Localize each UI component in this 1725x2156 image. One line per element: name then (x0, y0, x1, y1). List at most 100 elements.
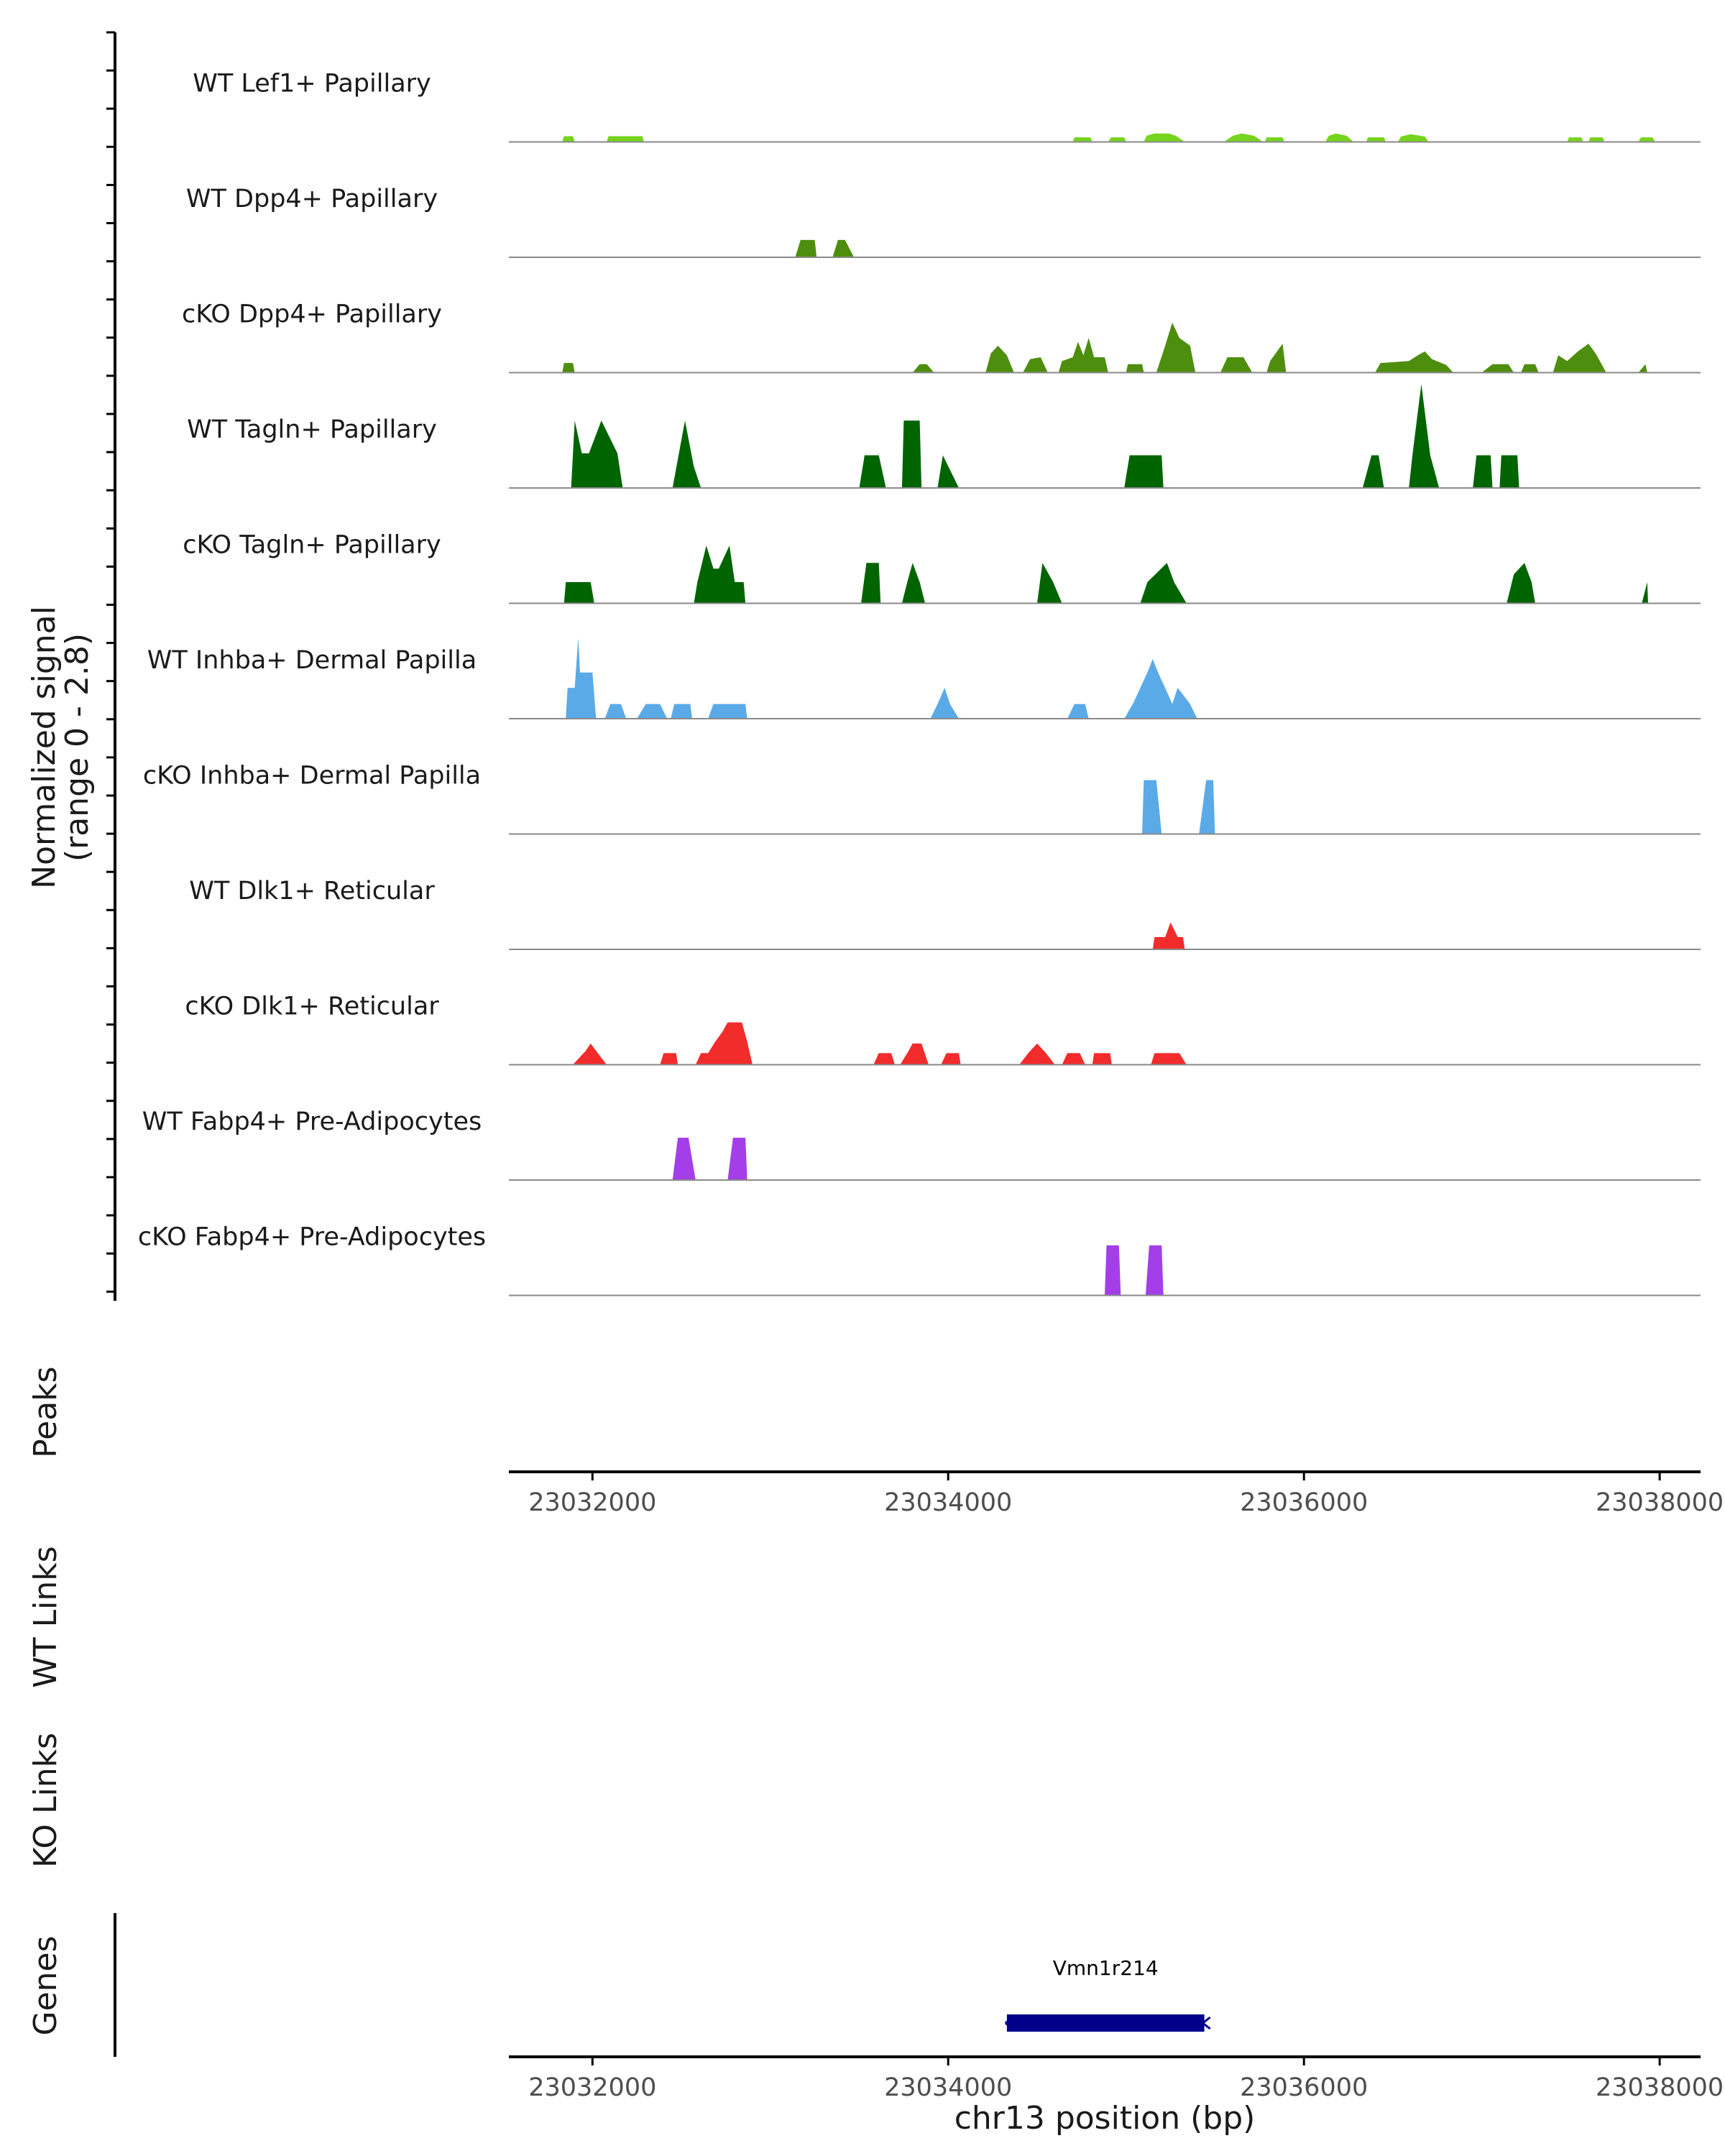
coverage-peak (571, 420, 623, 488)
coverage-peak (566, 637, 597, 719)
coverage-peak (671, 704, 692, 719)
coverage-peak (637, 704, 668, 719)
coverage-peak (1375, 351, 1453, 373)
coverage-peak (1145, 1245, 1164, 1296)
peaks-x-tick-label: 23034000 (884, 1488, 1012, 1517)
coverage-peak (1266, 344, 1287, 373)
track-label: cKO Dpp4+ Papillary (182, 300, 442, 329)
coverage-track: WT Lef1+ Papillary (193, 70, 1701, 143)
coverage-peak (1062, 1053, 1085, 1065)
genes-x-tick-label: 23034000 (884, 2073, 1012, 2102)
coverage-peak (672, 1138, 696, 1180)
coverage-peak (562, 363, 575, 373)
coverage-peak (564, 582, 594, 604)
coverage-peak (873, 1053, 895, 1065)
coverage-peak (1567, 137, 1583, 142)
coverage-peak (672, 420, 702, 488)
coverage-peak (1151, 1053, 1187, 1065)
coverage-peak (1366, 137, 1386, 142)
coverage-peak (859, 455, 886, 488)
coverage-peak (1140, 563, 1187, 604)
coverage-peak (1124, 659, 1197, 719)
x-axis-title: chr13 position (bp) (954, 2100, 1256, 2137)
track-label: WT Tagln+ Papillary (187, 415, 437, 444)
track-label: WT Lef1+ Papillary (193, 70, 431, 98)
coverage-peak (985, 346, 1014, 373)
gene-body (1006, 2014, 1205, 2032)
coverage-peak (1023, 357, 1048, 373)
coverage-peak (1638, 137, 1655, 142)
coverage-track: cKO Dlk1+ Reticular (185, 992, 1701, 1066)
coverage-peak (660, 1053, 678, 1065)
coverage-track: WT Tagln+ Papillary (187, 384, 1701, 489)
coverage-peak (901, 420, 922, 488)
coverage-peak (1037, 563, 1062, 604)
coverage-peak (1092, 1053, 1112, 1065)
coverage-peak (1072, 137, 1092, 142)
track-label: cKO Fabp4+ Pre-Adipocytes (138, 1223, 486, 1252)
coverage-track: cKO Inhba+ Dermal Papilla (143, 762, 1701, 835)
track-label: WT Dpp4+ Papillary (186, 185, 438, 213)
peaks-x-tick-label: 23038000 (1596, 1488, 1724, 1517)
coverage-peak (1506, 563, 1535, 604)
coverage-peak (1156, 322, 1196, 373)
gene-strand-arrow (1004, 2016, 1013, 2030)
coverage-peak (1638, 364, 1647, 373)
coverage-peak (1325, 133, 1354, 142)
ko-links-panel-label: KO Links (27, 1733, 64, 1868)
coverage-peak (900, 1044, 929, 1065)
coverage-peak (1398, 134, 1429, 142)
coverage-peak (1142, 780, 1162, 834)
coverage-peak (708, 704, 748, 719)
coverage-peak (1152, 922, 1185, 949)
y-axis-title-line1: Normalized signal (26, 606, 63, 889)
track-label: WT Inhba+ Dermal Papilla (147, 646, 477, 675)
coverage-peak (562, 136, 575, 142)
gene-annotations: Vmn1r214 (1004, 1956, 1211, 2032)
coverage-peak (1499, 455, 1519, 488)
peaks-x-tick-label: 23032000 (528, 1488, 656, 1517)
coverage-peak (1019, 1044, 1055, 1065)
coverage-peak (1058, 338, 1108, 373)
coverage-track: WT Dlk1+ Reticular (189, 877, 1701, 950)
coverage-peak (1105, 1245, 1121, 1296)
coverage-peak (1108, 137, 1126, 142)
coverage-track: WT Fabp4+ Pre-Adipocytes (142, 1107, 1701, 1181)
peaks-x-tick-label: 23036000 (1240, 1488, 1368, 1517)
coverage-peak (1362, 455, 1384, 488)
coverage-peak (941, 1053, 961, 1065)
coverage-peak (930, 688, 960, 719)
coverage-track: WT Dpp4+ Papillary (186, 185, 1701, 258)
coverage-peak (1473, 455, 1493, 488)
coverage-peak (901, 563, 926, 604)
track-label: WT Fabp4+ Pre-Adipocytes (142, 1107, 482, 1136)
coverage-peak (1642, 582, 1648, 604)
coverage-peak (912, 364, 934, 373)
coverage-peak (1124, 455, 1164, 488)
coverage-peak (1067, 704, 1089, 719)
coverage-peak (1220, 357, 1253, 373)
coverage-peak (694, 545, 746, 604)
peaks-x-axis-ticks: 23032000 23034000 23036000 23038000 (528, 1472, 1724, 1517)
track-label: cKO Tagln+ Papillary (183, 531, 441, 560)
coverage-peak (832, 239, 855, 257)
coverage-peak (795, 239, 817, 257)
genes-x-tick-label: 23038000 (1596, 2073, 1724, 2102)
coverage-peak (937, 455, 960, 488)
track-label: WT Dlk1+ Reticular (189, 877, 435, 906)
coverage-peak (1552, 344, 1606, 373)
genes-panel-label: Genes (27, 1935, 64, 2035)
coverage-track: cKO Fabp4+ Pre-Adipocytes (138, 1223, 1701, 1296)
genes-x-tick-label: 23032000 (528, 2073, 656, 2102)
coverage-peak (607, 136, 645, 142)
coverage-peak (573, 1044, 607, 1065)
y-axis-ticks (106, 31, 115, 1293)
coverage-peak (1409, 384, 1440, 488)
coverage-peak (861, 563, 881, 604)
coverage-peak (695, 1022, 753, 1065)
gene-strand-arrow (1202, 2016, 1211, 2030)
coverage-peak (1144, 133, 1185, 142)
coverage-peak (1521, 364, 1539, 373)
coverage-peak (1481, 364, 1514, 373)
coverage-track: WT Inhba+ Dermal Papilla (147, 637, 1701, 719)
